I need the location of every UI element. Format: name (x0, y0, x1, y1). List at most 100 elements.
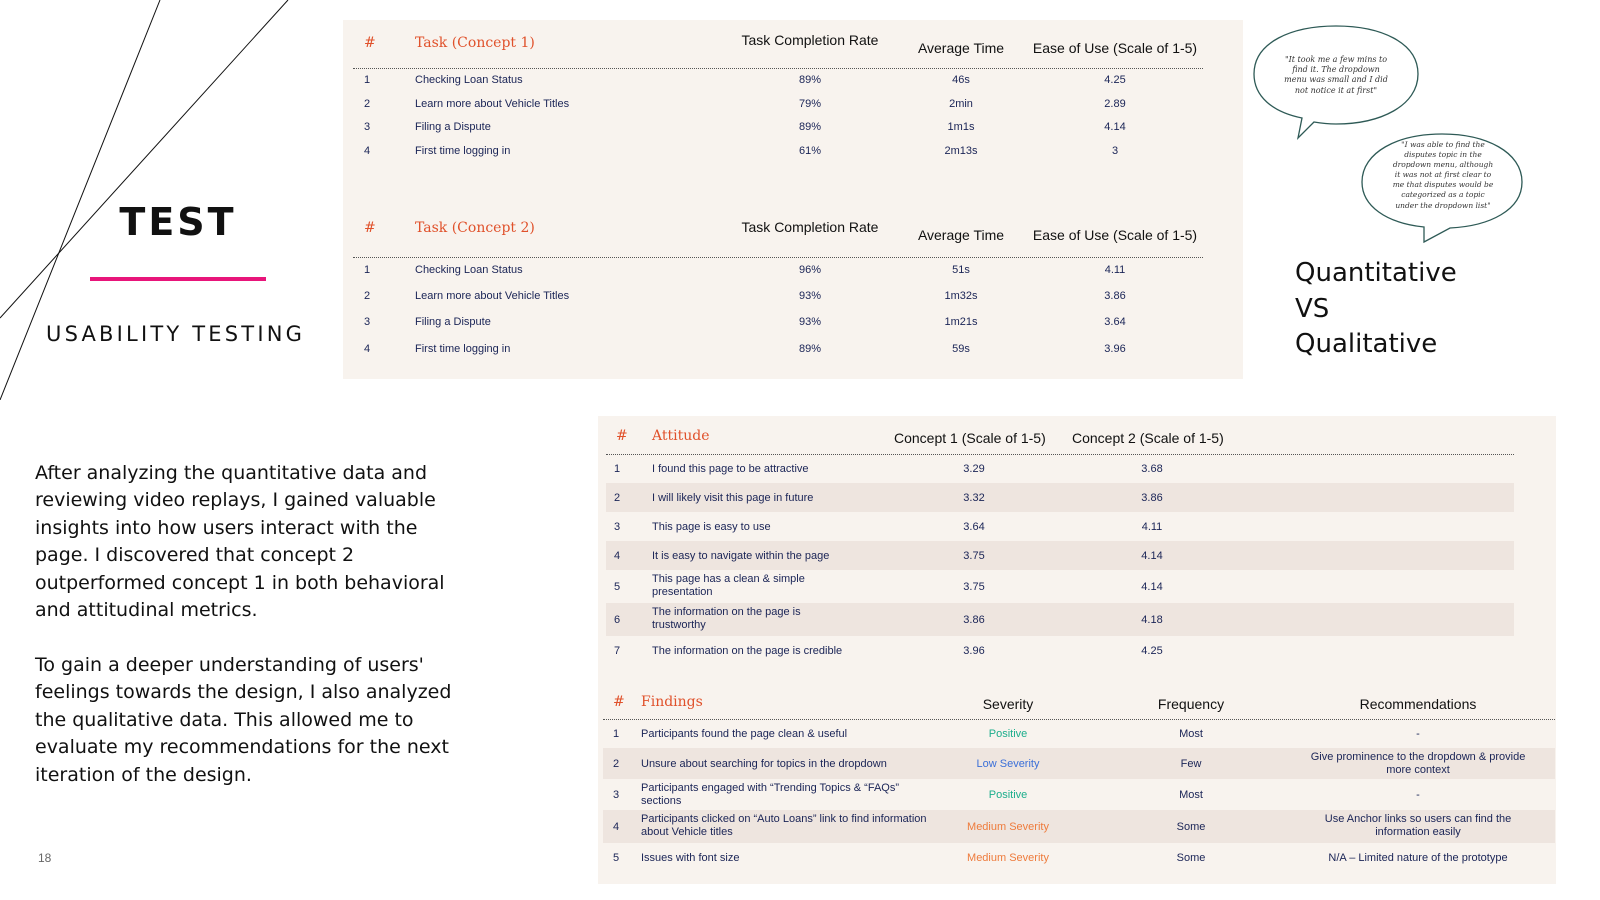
task-row-completion: 89% (798, 74, 822, 86)
findings-row-num: 2 (613, 758, 620, 770)
task-row-name: First time logging in (415, 342, 511, 355)
decorative-lines (0, 0, 289, 400)
attitude-row-concept2: 3.68 (1141, 463, 1163, 475)
attitude-row-concept2: 4.14 (1141, 581, 1163, 593)
task-row-time: 1m21s (944, 316, 978, 329)
task1-header-time: Average Time (917, 40, 1005, 56)
findings-row-text: Participants clicked on “Auto Loans” lin… (641, 813, 927, 838)
findings-header-severity: Severity (982, 696, 1034, 712)
task2-header-time: Average Time (917, 227, 1005, 243)
task-row-ease: 3.96 (1104, 342, 1126, 355)
task-row-name: Learn more about Vehicle Titles (415, 290, 570, 303)
task-row-time: 51s (952, 264, 970, 276)
task-row-ease: 2.89 (1104, 97, 1126, 110)
attitude-row-concept2: 4.14 (1141, 550, 1163, 562)
findings-row-severity: Positive (988, 728, 1028, 740)
task1-header-ease: Ease of Use (Scale of 1-5) (1032, 40, 1198, 56)
summary-paragraph-2: To gain a deeper understanding of users'… (35, 654, 452, 786)
qual-title-line-3: Qualitative (1295, 329, 1438, 359)
task1-header-task: Task (Concept 1) (415, 35, 535, 51)
task1-header-num: # (364, 35, 376, 51)
findings-row-recommendation: - (1416, 789, 1420, 801)
findings-row-stripe (603, 810, 1555, 843)
attitude-row-stripe (606, 541, 1514, 570)
task2-header-num: # (364, 220, 376, 236)
findings-row-severity: Positive (988, 789, 1028, 801)
task-row-time: 2m13s (944, 145, 978, 158)
task-row-completion: 89% (798, 342, 822, 355)
attitude-row-stripe (606, 483, 1514, 512)
findings-row-text: Participants engaged with “Trending Topi… (641, 782, 900, 807)
findings-row-text: Issues with font size (641, 852, 740, 864)
task1-header-rule (353, 68, 1203, 69)
attitude-findings-panel: # Attitude Concept 1 (Scale of 1-5) Conc… (598, 416, 1556, 884)
attitude-row-text: The information on the page is trustwort… (652, 606, 801, 631)
attitude-header-rule (606, 454, 1514, 455)
task-row-ease: 3.64 (1104, 316, 1126, 329)
attitude-row-concept1: 3.64 (963, 521, 985, 533)
findings-row-text: Participants found the page clean & usef… (641, 728, 848, 740)
attitude-row-concept1: 3.96 (963, 645, 985, 657)
findings-row-recommendation: - (1416, 728, 1420, 740)
slide-subtitle: USABILITY TESTING (46, 322, 306, 346)
findings-header-frequency: Frequency (1157, 696, 1225, 712)
findings-row-num: 1 (613, 728, 620, 740)
attitude-row-text: I will likely visit this page in future (652, 492, 814, 504)
quote-1: "It took me a few mins to find it. The d… (1284, 55, 1388, 95)
task-row-name: Filing a Dispute (415, 121, 491, 134)
task-row-ease: 4.25 (1104, 74, 1126, 86)
task1-header-completion: Task Completion Rate (741, 32, 879, 48)
task2-header-ease: Ease of Use (Scale of 1-5) (1032, 227, 1198, 243)
attitude-row-concept1: 3.32 (963, 492, 985, 504)
task-row-ease: 4.11 (1104, 264, 1126, 276)
attitude-row-num: 1 (614, 463, 621, 475)
attitude-row-num: 5 (614, 581, 621, 593)
attitude-row-text: I found this page to be attractive (652, 463, 809, 475)
task-row-ease: 3.86 (1104, 290, 1126, 303)
speech-bubble-1 (1253, 25, 1419, 140)
attitude-header-attitude: Attitude (652, 428, 710, 444)
attitude-row-concept2: 4.25 (1141, 645, 1163, 657)
attitude-row-concept1: 3.29 (963, 463, 985, 475)
attitude-row-num: 4 (614, 550, 621, 562)
quote-2: "I was able to find the disputes topic i… (1392, 140, 1494, 210)
task-row-num: 2 (364, 290, 371, 303)
findings-row-text: Unsure about searching for topics in the… (641, 758, 887, 770)
task-row-ease: 4.14 (1104, 121, 1126, 134)
findings-row-severity: Low Severity (976, 758, 1040, 770)
task-row-name: First time logging in (415, 145, 511, 158)
task-row-time: 59s (952, 342, 970, 355)
findings-header-rule (603, 719, 1555, 720)
attitude-row-concept2: 4.18 (1141, 614, 1163, 626)
findings-row-severity: Medium Severity (967, 852, 1049, 864)
task-metrics-panel: # Task (Concept 1) Task Completion Rate … (343, 20, 1243, 379)
findings-row-frequency: Most (1179, 728, 1203, 740)
attitude-row-stripe (606, 603, 1514, 636)
findings-row-recommendation: Give prominence to the dropdown & provid… (1310, 751, 1526, 776)
attitude-header-num: # (616, 428, 628, 444)
task-row-completion: 93% (798, 316, 822, 329)
page-number: 18 (38, 851, 52, 865)
attitude-row-concept1: 3.86 (963, 614, 985, 626)
task-row-num: 4 (364, 342, 371, 355)
task-row-num: 1 (364, 264, 371, 276)
findings-row-frequency: Most (1179, 789, 1203, 801)
task-row-name: Filing a Dispute (415, 316, 491, 329)
attitude-row-text: It is easy to navigate within the page (652, 550, 830, 562)
task-row-num: 2 (364, 97, 371, 110)
summary-paragraph-1: After analyzing the quantitative data an… (35, 462, 445, 622)
findings-row-num: 4 (613, 821, 620, 833)
slide-title: TEST (119, 200, 237, 244)
task-row-completion: 93% (798, 290, 822, 303)
findings-row-num: 5 (613, 852, 620, 864)
task-row-name: Learn more about Vehicle Titles (415, 97, 570, 110)
findings-header-num: # (613, 694, 625, 710)
attitude-header-concept2: Concept 2 (Scale of 1-5) (1072, 430, 1224, 446)
task-row-num: 3 (364, 316, 371, 329)
findings-row-recommendation: Use Anchor links so users can find the i… (1324, 813, 1512, 838)
attitude-row-concept2: 3.86 (1141, 492, 1163, 504)
task-row-num: 4 (364, 145, 371, 158)
title-accent-bar (90, 277, 266, 281)
task-row-name: Checking Loan Status (415, 264, 523, 276)
task-row-time: 1m32s (944, 290, 978, 303)
